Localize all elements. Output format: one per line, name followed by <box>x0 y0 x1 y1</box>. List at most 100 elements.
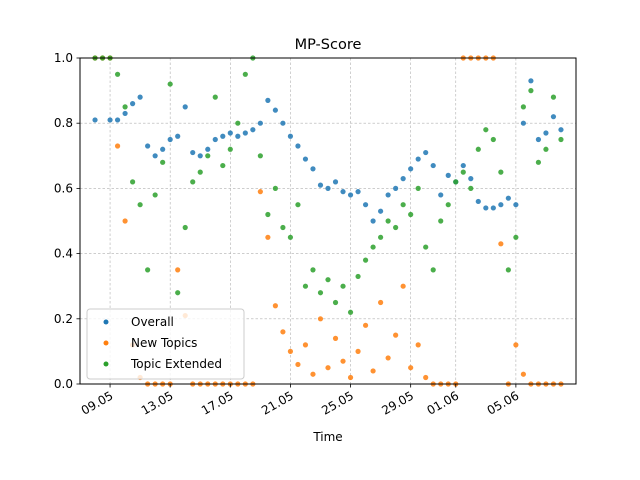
data-point <box>490 205 496 211</box>
data-point <box>543 146 549 152</box>
data-point <box>332 299 339 306</box>
data-point <box>498 241 504 247</box>
data-point <box>302 342 309 348</box>
data-point <box>145 143 151 149</box>
data-point <box>400 202 406 208</box>
data-point <box>114 117 121 123</box>
data-point <box>415 156 421 162</box>
chart-title: MP-Score <box>295 37 362 53</box>
data-point <box>310 267 316 273</box>
data-point <box>205 153 211 159</box>
legend-marker-topic-extended <box>103 361 109 367</box>
y-tick-label: 0.6 <box>54 181 73 195</box>
data-point <box>347 309 354 315</box>
data-point <box>205 146 211 152</box>
data-point <box>355 273 361 280</box>
data-point <box>122 104 128 110</box>
data-point <box>408 211 414 218</box>
data-point <box>490 136 496 143</box>
data-point <box>114 71 121 77</box>
data-point <box>107 117 113 123</box>
data-point <box>513 342 519 348</box>
data-point <box>362 322 369 328</box>
data-point <box>535 159 542 165</box>
legend-label-topic-extended: Topic Extended <box>130 357 222 371</box>
data-point <box>220 133 226 139</box>
data-point <box>408 365 414 371</box>
data-point <box>430 267 436 273</box>
data-point <box>423 244 429 250</box>
data-point <box>400 283 406 289</box>
data-point <box>558 127 564 133</box>
data-point <box>423 149 429 156</box>
legend: Overall New Topics Topic Extended <box>86 308 245 380</box>
data-point <box>272 303 278 309</box>
data-point <box>325 185 331 191</box>
data-point <box>340 283 346 289</box>
data-point <box>543 130 549 136</box>
data-point <box>310 371 316 377</box>
data-point <box>280 120 286 126</box>
data-point <box>347 192 354 198</box>
data-point <box>227 146 233 152</box>
data-point <box>130 179 136 185</box>
data-point <box>393 224 399 231</box>
data-point <box>287 234 294 240</box>
data-point <box>445 202 451 208</box>
data-point <box>362 257 369 263</box>
data-point <box>242 71 248 77</box>
data-point <box>145 267 151 273</box>
data-point <box>257 189 263 195</box>
data-point <box>152 192 158 198</box>
data-point <box>498 169 504 175</box>
data-point <box>370 244 376 250</box>
data-point <box>295 361 301 368</box>
data-point <box>190 179 196 185</box>
data-point <box>535 136 542 143</box>
data-point <box>302 283 309 289</box>
data-point <box>287 348 294 354</box>
data-point <box>505 195 511 201</box>
data-point <box>393 332 399 338</box>
data-point <box>385 218 391 224</box>
y-tick-label: 0.8 <box>54 116 73 130</box>
data-point <box>400 176 406 182</box>
data-point <box>242 130 248 136</box>
data-point <box>167 81 173 87</box>
data-point <box>483 127 489 133</box>
data-point <box>250 127 256 133</box>
data-point <box>190 149 196 156</box>
data-point <box>122 110 128 117</box>
data-point <box>257 120 263 126</box>
data-point <box>175 267 181 273</box>
data-point <box>272 185 278 191</box>
data-point <box>550 94 557 100</box>
data-point <box>498 202 504 208</box>
data-point <box>235 120 241 126</box>
data-point <box>302 156 309 162</box>
data-point <box>160 146 166 152</box>
data-point <box>340 189 346 195</box>
data-point <box>423 374 429 381</box>
data-point <box>325 277 331 283</box>
data-point <box>272 107 278 113</box>
data-point <box>468 176 474 182</box>
data-point <box>415 342 421 348</box>
data-point <box>393 185 399 191</box>
data-point <box>152 153 158 159</box>
legend-label-overall: Overall <box>131 315 174 329</box>
data-point <box>453 179 459 185</box>
data-point <box>212 94 218 100</box>
data-point <box>468 185 474 191</box>
y-axis: 0.0 0.2 0.4 0.6 0.8 1.0 <box>54 51 80 391</box>
data-point <box>408 166 414 172</box>
data-point <box>460 162 466 169</box>
data-point <box>430 162 436 169</box>
data-point <box>137 94 143 100</box>
series-topic-extended <box>92 55 564 315</box>
data-point <box>528 78 534 84</box>
data-point <box>287 133 294 139</box>
data-point <box>137 202 143 208</box>
data-point <box>505 267 511 273</box>
